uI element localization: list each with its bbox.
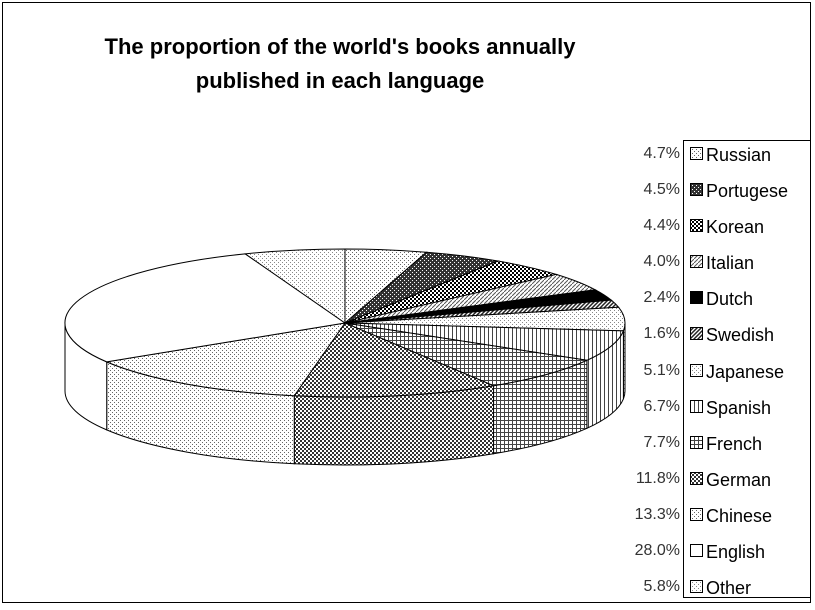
legend-item-chinese: Chinese xyxy=(684,502,810,538)
chart-title: The proportion of the world's books annu… xyxy=(50,30,630,98)
legend-label-korean: Korean xyxy=(706,217,765,238)
percent-label-german: 11.8% xyxy=(635,469,680,487)
pie-slice-german xyxy=(293,322,496,398)
legend-swatch-english xyxy=(690,544,703,558)
legend-label-other: Other xyxy=(706,578,752,599)
legend-label-portugese: Portugese xyxy=(706,181,789,202)
legend-item-french: French xyxy=(684,430,810,466)
legend-label-english: English xyxy=(706,542,766,563)
legend-label-german: German xyxy=(706,469,772,490)
legend-item-dutch: Dutch xyxy=(684,285,810,321)
percentage-labels: 4.7% 4.5% 4.4% 4.0% 2.4% 1.6% 5.1% 6.7% 7.7% 11.8… xyxy=(600,140,680,609)
percent-label-chinese: 13.3% xyxy=(634,505,680,523)
percent-label-dutch: 2.4% xyxy=(643,289,680,307)
pie-tops xyxy=(64,248,626,398)
legend-swatch-portugese xyxy=(690,183,703,197)
legend-label-swedish: Swedish xyxy=(706,325,775,346)
pie-side-german xyxy=(293,385,495,466)
legend-item-english: English xyxy=(684,538,810,574)
legend-item-japanese: Japanese xyxy=(684,358,810,394)
chart-title-line-1: The proportion of the world's books annu… xyxy=(104,34,576,59)
percent-label-italian: 4.0% xyxy=(643,253,680,271)
legend-item-portugese: Portugese xyxy=(684,177,810,213)
legend-label-french: French xyxy=(706,433,763,454)
legend-label-dutch: Dutch xyxy=(706,289,754,310)
legend: Russian Portugese Korean Italian Dutch Swedis… xyxy=(683,140,811,598)
pie-slice-spanish xyxy=(344,322,625,361)
legend-swatch-russian xyxy=(690,147,703,160)
percent-label-swedish: 1.6% xyxy=(643,325,680,343)
legend-swatch-chinese xyxy=(690,507,703,521)
percent-label-english: 28.0% xyxy=(634,542,680,560)
legend-item-spanish: Spanish xyxy=(684,394,810,430)
legend-swatch-swedish xyxy=(690,327,703,341)
legend-swatch-german xyxy=(690,471,703,485)
pie-slice-french xyxy=(344,322,589,387)
legend-swatch-korean xyxy=(690,219,703,233)
legend-item-swedish: Swedish xyxy=(684,321,810,357)
percent-label-portugese: 4.5% xyxy=(643,181,680,199)
legend-item-other: Other xyxy=(684,574,810,610)
percent-label-japanese: 5.1% xyxy=(643,361,680,379)
percent-label-russian: 4.7% xyxy=(643,145,680,162)
legend-swatch-japanese xyxy=(690,363,703,377)
percent-label-spanish: 6.7% xyxy=(643,397,680,415)
percent-label-french: 7.7% xyxy=(643,433,680,451)
legend-item-korean: Korean xyxy=(684,213,810,249)
percent-label-korean: 4.4% xyxy=(643,217,680,235)
chart-title-line-2: published in each language xyxy=(195,68,485,93)
pie-slice-chinese xyxy=(104,322,347,397)
legend-item-italian: Italian xyxy=(684,249,810,285)
legend-swatch-italian xyxy=(690,255,703,269)
percent-label-other: 5.8% xyxy=(643,578,680,596)
pie-sides xyxy=(64,322,626,466)
legend-swatch-spanish xyxy=(690,399,703,413)
legend-item-russian: Russian xyxy=(684,141,810,177)
pie-slice-english xyxy=(64,253,347,363)
legend-label-italian: Italian xyxy=(706,253,755,274)
legend-label-chinese: Chinese xyxy=(706,505,773,526)
legend-swatch-dutch xyxy=(690,291,703,305)
legend-label-japanese: Japanese xyxy=(706,361,785,382)
legend-swatch-french xyxy=(690,435,703,449)
legend-item-german: German xyxy=(684,466,810,502)
legend-label-spanish: Spanish xyxy=(706,397,772,418)
legend-swatch-other xyxy=(690,580,703,594)
pie-slice-other xyxy=(243,248,346,324)
legend-label-russian: Russian xyxy=(706,145,772,165)
